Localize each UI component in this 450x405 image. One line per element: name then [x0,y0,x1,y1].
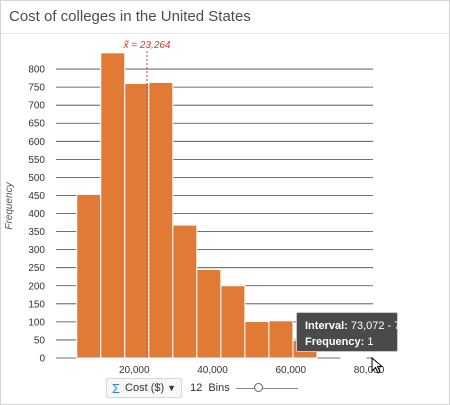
card-title: Cost of colleges in the United States [9,8,251,25]
y-tick-label: 750 [28,83,45,94]
sigma-icon: Σ [112,380,121,396]
y-tick-label: 500 [28,173,45,184]
title-divider [1,33,449,34]
histogram-bar[interactable] [244,321,270,359]
histogram-bar[interactable] [172,224,198,359]
histogram-bar[interactable] [196,269,222,359]
x-tick-label: 60,000 [275,365,306,376]
bar-tooltip: Interval: 73,072 - 79,212 Frequency: 1 [296,312,428,352]
y-tick-label: 800 [28,65,45,76]
tooltip-interval-value: 73,072 - 79,212 [350,320,428,332]
y-tick-label: 650 [28,119,45,130]
y-tick-label: 550 [28,155,45,166]
mean-label: x̃ = 23,264 [123,40,171,51]
x-tick-label: 80,000 [354,365,385,376]
histogram-bar[interactable] [268,320,294,359]
y-tick-label: 250 [28,263,45,274]
chevron-down-icon: ▼ [167,383,177,393]
tooltip-frequency-value: 1 [367,336,374,348]
bins-slider-track [235,388,298,389]
histogram-bar[interactable] [100,52,126,359]
mouse-pointer-icon [371,357,384,374]
y-tick-label: 150 [28,299,45,310]
bins-slider-thumb[interactable] [254,383,264,392]
y-tick-label: 100 [28,317,45,328]
tooltip-interval-label: Interval: [305,320,348,332]
bins-label: Bins [208,382,230,394]
histogram-bar[interactable] [220,285,246,359]
chart-footer: Σ Cost ($) ▼ 12 Bins [106,378,302,398]
tooltip-frequency-label: Frequency: [305,336,365,348]
y-tick-label: 200 [28,281,45,292]
field-selector-button[interactable]: Σ Cost ($) ▼ [106,378,183,398]
y-tick-label: 450 [28,191,45,202]
field-label: Cost ($) [125,382,165,394]
y-tick-label: 300 [28,245,45,256]
histogram-bar[interactable] [124,83,150,359]
x-tick-label: 20,000 [119,365,150,376]
bins-count: 12 [190,382,203,394]
y-tick-label: 350 [28,227,45,238]
x-tick-label: 40,000 [197,365,228,376]
y-tick-label: 400 [28,209,45,220]
histogram-bar[interactable] [76,193,102,359]
y-tick-label: 600 [28,137,45,148]
y-tick-label: 0 [39,354,45,365]
y-axis-label: Frequency [4,181,15,229]
y-tick-label: 50 [34,335,46,346]
bins-slider[interactable] [235,378,298,398]
histogram-bar[interactable] [148,81,174,359]
y-tick-label: 700 [28,101,45,112]
